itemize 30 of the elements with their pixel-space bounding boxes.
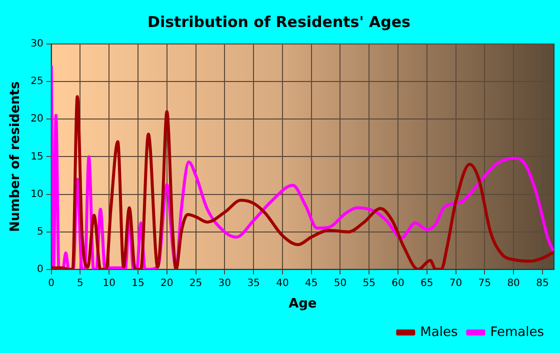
y-tick-label: 20 [30, 114, 44, 125]
y-tick-label: 25 [30, 76, 44, 88]
y-tick-label: 30 [30, 38, 44, 50]
y-tick-label: 5 [36, 226, 44, 238]
y-tick-label: 0 [36, 264, 44, 275]
x-tick-label: 5 [77, 278, 84, 289]
y-axis-title: Number of residents [8, 81, 24, 232]
x-tick-label: 30 [218, 278, 232, 289]
y-tick-label: 15 [30, 151, 44, 162]
x-tick-label: 60 [392, 278, 404, 289]
x-tick-label: 35 [247, 278, 260, 289]
x-tick-label: 65 [420, 278, 434, 289]
x-tick-label: 55 [362, 278, 376, 289]
legend-label: Females [490, 324, 544, 340]
x-tick-label: 80 [507, 278, 520, 289]
x-tick-label: 10 [102, 278, 116, 289]
x-tick-label: 40 [276, 278, 289, 289]
x-tick-label: 85 [536, 278, 549, 289]
x-tick-label: 75 [478, 278, 492, 289]
x-tick-label: 45 [304, 278, 318, 289]
x-tick-label: 25 [189, 278, 202, 289]
x-tick-label: 70 [449, 278, 462, 289]
x-axis-title: Age [288, 296, 317, 312]
x-tick-label: 15 [132, 278, 144, 289]
legend-label: Males [420, 324, 458, 340]
x-tick-label: 50 [334, 278, 347, 289]
x-tick-label: 20 [160, 278, 174, 289]
y-tick-label: 10 [30, 188, 44, 200]
x-tick-label: 0 [48, 278, 55, 289]
chart-title: Distribution of Residents' Ages [148, 12, 411, 31]
